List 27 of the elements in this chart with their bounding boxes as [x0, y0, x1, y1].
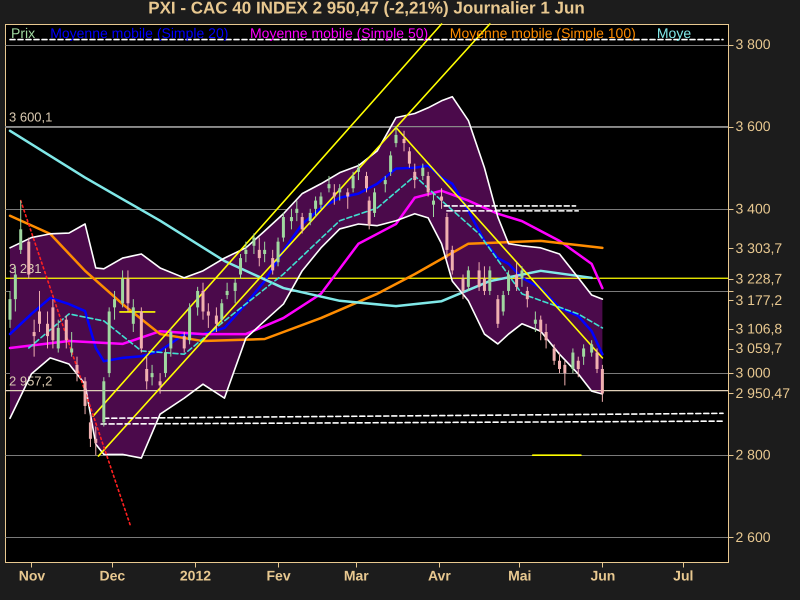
- text: Moyenne mobile (Simple 50): [250, 25, 428, 41]
- x-tick-label: Jun: [590, 568, 616, 584]
- x-tick-label: Avr: [428, 568, 452, 584]
- y-tick-label: 3 800: [736, 36, 771, 52]
- x-tick-label: 2012: [180, 568, 212, 584]
- x-tick-label: Dec: [100, 568, 126, 584]
- y-tick-label: 3 600: [736, 118, 771, 134]
- y-tick-label: 3 059,7: [736, 340, 782, 356]
- x-tick-label: Nov: [18, 568, 46, 584]
- y-tick-label: 2 800: [736, 446, 771, 463]
- x-tick-label: Mar: [344, 568, 370, 584]
- y-tick-label: 3 303,7: [736, 240, 782, 256]
- x-tick-label: Jul: [673, 568, 694, 584]
- text: Moyenne mobile (Simple 20): [50, 25, 228, 41]
- text: Prix: [11, 25, 36, 41]
- y-tick-label: 3 106,8: [736, 320, 782, 337]
- text: Moye: [656, 25, 692, 41]
- x-tick-label: Mai: [508, 568, 532, 584]
- y-tick-label: 3 000: [736, 364, 771, 381]
- x-tick-label: Fev: [266, 568, 291, 584]
- y-tick-label: 2 950,47: [736, 384, 790, 401]
- y-tick-label: 2 600: [736, 528, 771, 545]
- y-tick-label: 3 228,7: [736, 270, 782, 287]
- y-tick-label: 3 400: [736, 200, 771, 216]
- y-tick-label: 3 177,2: [736, 292, 782, 308]
- ref-line-label: 3 600,1: [9, 110, 52, 125]
- chart-title: PXI - CAC 40 INDEX 2 950,47 (-2,21%) Journalier 1 Jun: [148, 0, 585, 18]
